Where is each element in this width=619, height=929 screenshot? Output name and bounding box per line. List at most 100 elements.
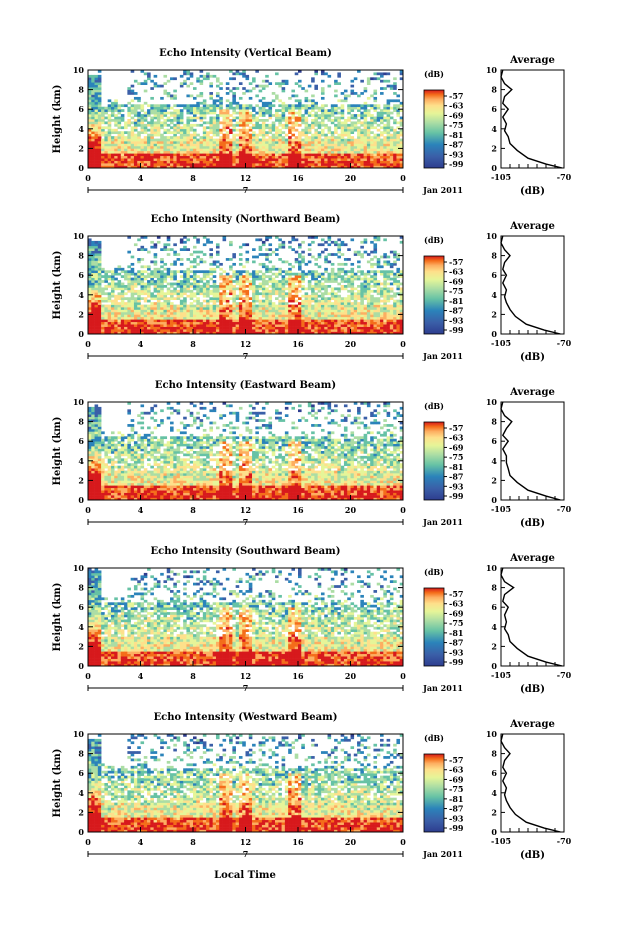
heatmap-cell — [110, 324, 115, 327]
heatmap-cell — [347, 331, 351, 335]
heatmap-cell — [298, 106, 302, 110]
heatmap-cell — [311, 141, 315, 144]
heatmap-cell — [298, 309, 302, 313]
heatmap-cell — [334, 297, 338, 300]
heatmap-cell — [399, 121, 404, 125]
heatmap-cell — [261, 326, 266, 330]
heatmap-cell — [242, 153, 246, 157]
heatmap-cell — [376, 116, 381, 120]
heatmap-cell — [150, 133, 154, 137]
heatmap-cell — [133, 297, 138, 300]
heatmap-cell — [363, 319, 368, 323]
heatmap-cell — [147, 299, 151, 303]
heatmap-cell — [281, 326, 286, 330]
heatmap-cell — [107, 282, 112, 286]
heatmap-cell — [343, 123, 348, 127]
heatmap-cell — [380, 114, 384, 117]
heatmap-cell — [337, 248, 341, 251]
heatmap-cell — [347, 314, 351, 318]
heatmap-cell — [196, 138, 200, 142]
heatmap-cell — [120, 287, 125, 291]
heatmap-cell — [248, 319, 253, 323]
heatmap-cell — [104, 316, 108, 320]
heatmap-cell — [183, 292, 187, 296]
heatmap-cell — [268, 294, 273, 298]
heatmap-cell — [330, 314, 335, 318]
heatmap-cell — [127, 109, 131, 112]
heatmap-cell — [127, 329, 131, 332]
heatmap-cell — [347, 131, 351, 134]
heatmap-cell — [215, 289, 220, 293]
heatmap-cell — [370, 240, 374, 244]
heatmap-cell — [255, 285, 259, 288]
heatmap-cell — [343, 150, 348, 154]
heatmap-cell — [215, 245, 220, 249]
heatmap-cell — [324, 155, 328, 159]
heatmap-cell — [324, 324, 328, 327]
heatmap-cell — [386, 155, 391, 159]
heatmap-cell — [278, 131, 282, 134]
heatmap-cell — [252, 114, 256, 117]
heatmap-cell — [104, 136, 108, 139]
heatmap-cell — [133, 150, 138, 154]
heatmap-cell — [160, 311, 164, 315]
heatmap-cell — [337, 136, 341, 139]
heatmap-cell — [278, 282, 282, 286]
heatmap-cell — [202, 158, 207, 161]
heatmap-cell — [317, 289, 322, 293]
colorbar — [423, 89, 445, 169]
heatmap-cell — [110, 158, 115, 161]
heatmap-cell — [366, 126, 371, 130]
heatmap-cell — [120, 294, 125, 298]
heatmap-cell — [304, 148, 309, 152]
heatmap-cell — [114, 145, 118, 149]
heatmap-cell — [383, 165, 387, 169]
heatmap-cell — [288, 141, 292, 144]
heatmap-cell — [380, 145, 384, 149]
heatmap-cell — [304, 138, 309, 142]
heatmap-cell — [140, 82, 145, 85]
heatmap-cell — [268, 253, 273, 256]
heatmap-cell — [176, 158, 181, 161]
heatmap-cell — [212, 126, 217, 130]
heatmap-cell — [101, 321, 105, 325]
heatmap-cell — [156, 163, 161, 166]
heatmap-cell — [137, 282, 141, 286]
heatmap-cell — [179, 270, 184, 274]
heatmap-cell — [268, 160, 273, 164]
heatmap-cell — [120, 109, 125, 112]
heatmap-cell — [186, 138, 191, 142]
heatmap-cell — [383, 329, 387, 332]
heatmap-cell — [209, 136, 213, 139]
heatmap-cell — [229, 265, 233, 269]
heatmap-cell — [248, 138, 253, 142]
heatmap-cell — [215, 99, 220, 103]
heatmap-cell — [209, 96, 213, 100]
heatmap-cell — [271, 138, 276, 142]
heatmap-cell — [327, 163, 332, 166]
heatmap-cell — [363, 314, 368, 318]
heatmap-cell — [166, 297, 171, 300]
heatmap-cell — [235, 163, 240, 166]
heatmap-cell — [150, 321, 154, 325]
heatmap-cell — [156, 309, 161, 313]
heatmap-cell — [252, 138, 256, 142]
heatmap-cell — [314, 297, 318, 300]
heatmap-cell — [88, 77, 92, 81]
heatmap-cell — [248, 155, 253, 159]
heatmap-cell — [173, 109, 177, 112]
heatmap-cell — [140, 307, 145, 310]
heatmap-cell — [104, 326, 108, 330]
heatmap-cell — [97, 128, 102, 132]
heatmap-cell — [186, 133, 191, 137]
heatmap-cell — [94, 136, 99, 139]
heatmap-cell — [124, 165, 128, 169]
heatmap-cell — [137, 141, 141, 144]
heatmap-cell — [238, 143, 243, 147]
heatmap-cell — [193, 250, 197, 254]
heatmap-cell — [183, 297, 187, 300]
heatmap-cell — [275, 324, 279, 327]
heatmap-cell — [320, 106, 325, 110]
heatmap-cell — [275, 136, 279, 139]
heatmap-cell — [399, 133, 404, 137]
